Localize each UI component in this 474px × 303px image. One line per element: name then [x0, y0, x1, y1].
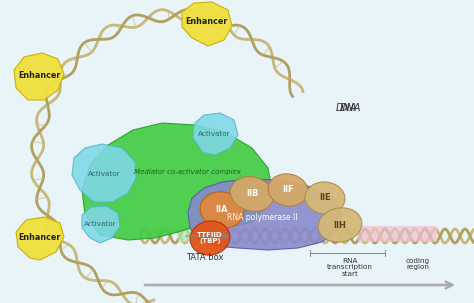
Ellipse shape — [200, 192, 244, 228]
Text: IIH: IIH — [334, 221, 346, 229]
Text: RNA polymerase II: RNA polymerase II — [227, 214, 297, 222]
Text: Enhancer: Enhancer — [18, 234, 60, 242]
Text: TATA box: TATA box — [186, 254, 224, 262]
Text: IIB: IIB — [246, 189, 258, 198]
Text: Activator: Activator — [88, 171, 120, 177]
Polygon shape — [16, 217, 64, 260]
Text: Activator: Activator — [198, 131, 230, 137]
Text: IIF: IIF — [282, 185, 294, 195]
Polygon shape — [82, 123, 272, 240]
Ellipse shape — [305, 182, 345, 214]
Polygon shape — [82, 206, 120, 243]
FancyBboxPatch shape — [178, 226, 232, 242]
Text: coding
region: coding region — [406, 258, 430, 271]
Polygon shape — [188, 179, 342, 250]
Text: IIE: IIE — [319, 194, 331, 202]
Polygon shape — [193, 113, 238, 155]
Polygon shape — [182, 2, 232, 46]
Polygon shape — [72, 144, 136, 202]
Ellipse shape — [268, 174, 308, 206]
Text: Enhancer: Enhancer — [18, 72, 60, 81]
Text: Mediator co-activator complex: Mediator co-activator complex — [135, 169, 241, 175]
Text: DNA: DNA — [336, 103, 357, 113]
Ellipse shape — [318, 208, 362, 242]
Polygon shape — [14, 53, 64, 100]
Ellipse shape — [190, 221, 230, 255]
Text: Enhancer: Enhancer — [185, 18, 227, 26]
Text: DNA: DNA — [340, 103, 361, 113]
FancyBboxPatch shape — [358, 226, 437, 242]
Text: Activator: Activator — [84, 221, 116, 227]
Text: IIA: IIA — [216, 205, 228, 215]
Ellipse shape — [230, 177, 273, 211]
Text: TTFIID
(TBP): TTFIID (TBP) — [197, 232, 223, 244]
Text: RNA
transcription
start: RNA transcription start — [327, 258, 373, 277]
